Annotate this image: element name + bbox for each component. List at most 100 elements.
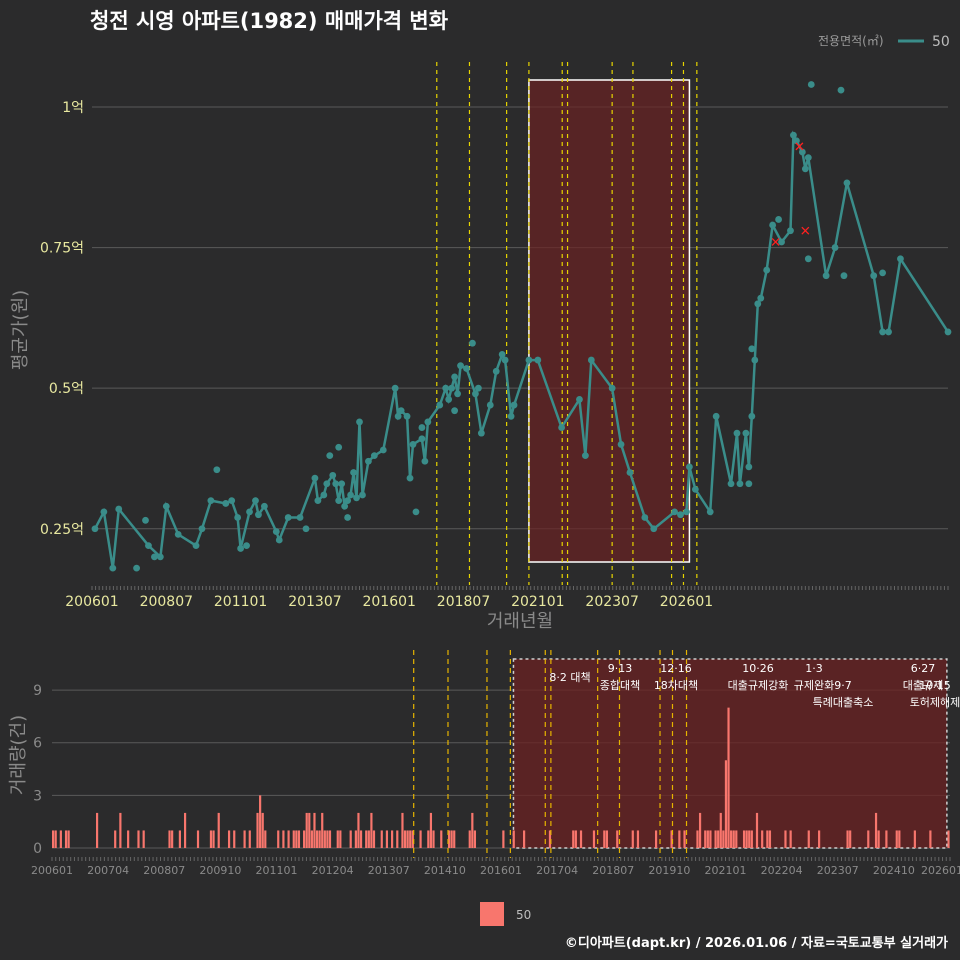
series-line-50: [93, 130, 950, 569]
volume-bar: [227, 830, 231, 848]
volume-bar: [719, 812, 722, 848]
volume-y-tick-label: 0: [33, 841, 42, 857]
volume-bar: [380, 830, 383, 848]
legend-bar-swatch: [480, 902, 504, 926]
annotation-date: 9·7: [834, 679, 852, 692]
annotation-date: 12·16: [660, 662, 692, 675]
data-point: [801, 165, 809, 173]
volume-bar: [318, 830, 321, 848]
volume-bar: [357, 812, 360, 848]
data-point: [486, 401, 494, 409]
legend-series-label: 50: [932, 34, 950, 50]
y-tick-label: 0.5억: [49, 381, 84, 397]
data-point: [736, 480, 744, 488]
data-point: [706, 508, 714, 516]
volume-chart-highlight: [512, 658, 948, 849]
volume-bar: [895, 830, 898, 848]
volume-bar: [310, 830, 313, 848]
volume-bar: [849, 830, 852, 848]
volume-bar: [473, 830, 477, 848]
price-chart-axes: 0.25억 0.5억 0.75억 1억 200601 200807 201101 201307…: [40, 100, 949, 610]
volume-bar: [339, 830, 342, 848]
data-point: [691, 485, 699, 493]
volume-bar: [305, 812, 308, 848]
volume-bar: [468, 830, 471, 848]
volume-bar: [631, 830, 634, 848]
data-point: [406, 474, 414, 482]
annotation-label: 대출규제강화: [728, 679, 789, 692]
volume-bar: [603, 830, 606, 848]
data-point: [790, 131, 797, 139]
data-point: [133, 564, 140, 572]
data-point: [944, 328, 952, 336]
volume-chart-axes: 0 3 6 9 200601 200704 200807 200910 201101 201204…: [31, 683, 960, 877]
data-point: [885, 328, 892, 336]
data-point: [222, 500, 230, 507]
volume-bar: [704, 830, 707, 848]
data-point: [745, 463, 753, 471]
data-point: [174, 530, 182, 538]
volume-bar: [717, 830, 720, 848]
data-point: [840, 272, 848, 280]
volume-bar: [432, 830, 435, 848]
data-point: [323, 480, 331, 488]
data-point: [498, 351, 506, 358]
volume-bar: [429, 812, 433, 848]
volume-bar: [321, 812, 324, 848]
data-point: [192, 542, 200, 550]
volume-bar: [114, 830, 117, 848]
data-point: [391, 384, 399, 392]
volume-bar: [336, 830, 339, 848]
data-point: [100, 508, 108, 516]
data-point: [451, 407, 459, 415]
x-tick-label: 201601: [362, 594, 415, 610]
data-point: [320, 491, 328, 499]
data-point: [326, 452, 334, 460]
annotation-label: 대출규제: [903, 679, 943, 692]
data-point: [347, 491, 354, 499]
data-point: [757, 294, 765, 302]
volume-bar: [119, 812, 122, 848]
volume-x-tick-label: 201204: [312, 864, 354, 877]
volume-bar: [419, 830, 422, 848]
price-chart-series: [91, 81, 952, 572]
volume-bar: [401, 812, 404, 848]
volume-bar: [403, 830, 407, 848]
y-tick-label: 1억: [62, 100, 84, 116]
volume-highlight-box: [512, 658, 948, 849]
volume-bar: [142, 830, 145, 848]
volume-bar: [818, 830, 821, 848]
x-tick-label: 200807: [140, 594, 193, 610]
volume-bar: [732, 830, 735, 848]
data-point: [822, 272, 830, 280]
data-point: [91, 525, 99, 533]
volume-bar: [885, 830, 888, 848]
volume-bar: [755, 812, 759, 848]
volume-bar: [447, 830, 451, 848]
volume-bar: [453, 830, 456, 848]
volume-bar: [572, 830, 575, 848]
volume-bar: [654, 830, 658, 848]
volume-bar: [898, 830, 901, 848]
highlight-box: [528, 79, 691, 563]
volume-bar: [411, 830, 414, 848]
volume-bar: [209, 830, 213, 848]
x-tick-label: 201101: [214, 594, 267, 610]
data-point: [733, 429, 741, 437]
volume-bar: [233, 830, 236, 848]
volume-bar: [724, 760, 728, 848]
data-point: [587, 356, 595, 364]
price-chart-highlight: [528, 79, 691, 563]
annotation-label: 18차대책: [654, 679, 698, 692]
volume-bar: [768, 830, 772, 848]
data-point: [436, 401, 444, 409]
data-point: [683, 508, 690, 516]
volume-bar: [427, 830, 430, 848]
data-point: [246, 508, 253, 516]
volume-x-tick-label: 201410: [424, 864, 466, 877]
data-point: [272, 528, 280, 535]
data-point: [142, 516, 149, 524]
data-point: [365, 457, 372, 465]
annotation-date: 9·13: [608, 662, 633, 675]
volume-y-axis-title: 거래량(건): [8, 715, 29, 795]
